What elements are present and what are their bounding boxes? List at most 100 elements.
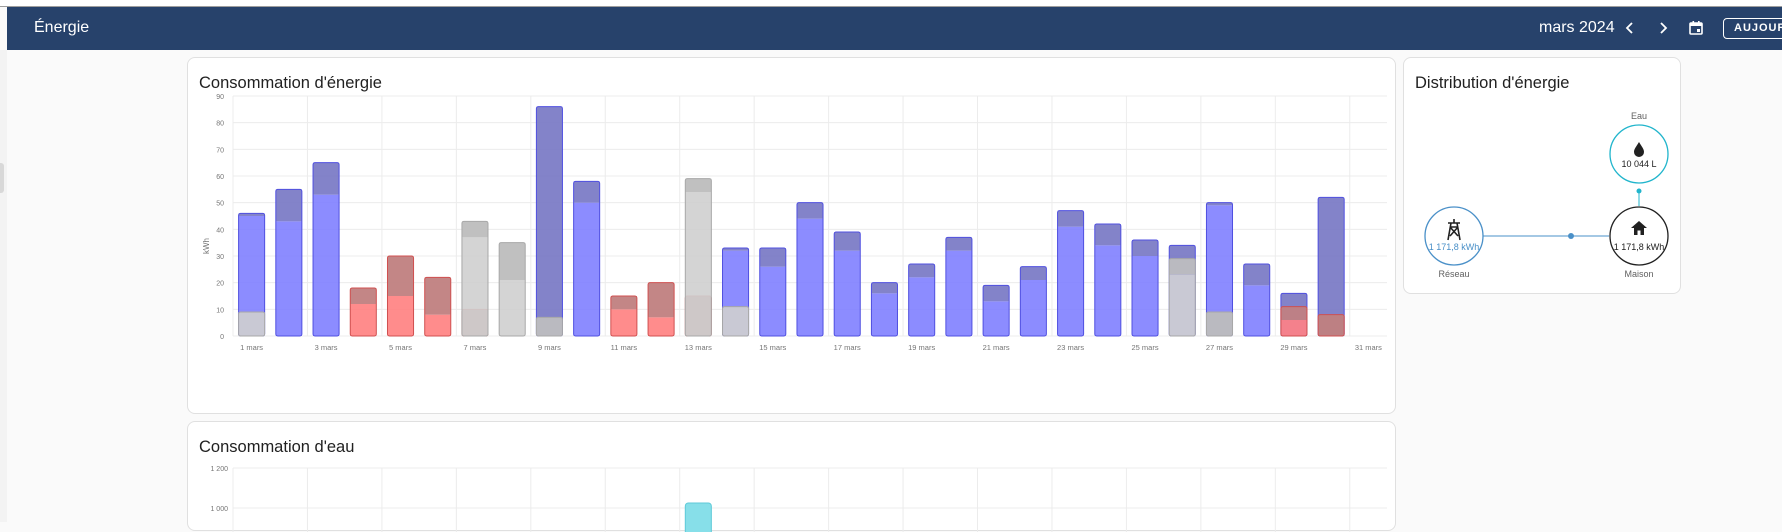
next-period-button[interactable] — [1650, 15, 1676, 41]
energy-bar[interactable] — [684, 178, 712, 337]
x-tick-label: 9 mars — [538, 343, 561, 352]
energy-bar-segment — [313, 162, 340, 195]
x-tick-label: 15 mars — [759, 343, 786, 352]
energy-bar-segment — [722, 248, 749, 251]
energy-bar-segment — [834, 250, 861, 336]
x-tick-label: 5 mars — [389, 343, 412, 352]
page-title: Énergie — [34, 19, 90, 36]
energy-distribution-card: Distribution d'énergie Eau 10 044 L 1 17… — [1403, 57, 1681, 294]
energy-bar[interactable] — [1019, 266, 1047, 337]
energy-bar-segment — [685, 178, 712, 192]
energy-bar-segment — [1206, 202, 1233, 206]
y-tick-label: 20 — [216, 281, 224, 288]
water-node-value: 10 044 L — [1621, 159, 1656, 169]
energy-bar[interactable] — [1280, 306, 1308, 337]
energy-bar[interactable] — [647, 282, 675, 337]
chevron-right-icon — [1660, 22, 1668, 34]
water-card-title: Consommation d'eau — [199, 438, 355, 456]
energy-bar-segment — [871, 293, 898, 336]
energy-bar-segment — [610, 309, 637, 336]
energy-bar-segment — [908, 277, 935, 336]
sidebar-handle[interactable] — [0, 163, 4, 193]
energy-bar-segment — [722, 306, 749, 336]
energy-bar-segment — [871, 282, 898, 294]
energy-bar[interactable] — [1057, 210, 1085, 337]
energy-bar[interactable] — [238, 311, 266, 337]
energy-bar-segment — [1132, 256, 1159, 336]
energy-bar-segment — [1206, 312, 1233, 336]
energy-bar[interactable] — [1205, 311, 1234, 337]
energy-bar-segment — [1057, 210, 1084, 227]
energy-bar[interactable] — [535, 316, 563, 337]
energy-bar-segment — [1243, 264, 1270, 286]
energy-bar-segment — [573, 202, 600, 336]
energy-bar[interactable] — [498, 242, 526, 337]
energy-bar[interactable] — [722, 306, 750, 337]
energy-bar[interactable] — [275, 188, 303, 337]
energy-bar[interactable] — [610, 295, 638, 337]
energy-bar[interactable] — [424, 276, 452, 337]
previous-period-button[interactable] — [1617, 15, 1643, 41]
energy-bar[interactable] — [1131, 239, 1159, 337]
energy-bar-segment — [983, 285, 1010, 302]
energy-bar-segment — [424, 277, 451, 315]
home-node[interactable]: 1 171,8 kWh — [1609, 206, 1669, 266]
energy-bar[interactable] — [386, 255, 415, 337]
water-drop-icon — [1634, 142, 1644, 157]
energy-bar[interactable] — [573, 180, 601, 337]
energy-bar-segment — [238, 213, 265, 216]
energy-bar-segment — [648, 317, 675, 336]
energy-bar-segment — [461, 221, 488, 238]
energy-bar-segment — [536, 106, 563, 318]
energy-bar-segment — [685, 192, 712, 336]
y-axis-label: kWh — [202, 238, 211, 254]
today-button[interactable]: AUJOURD'HUI — [1723, 18, 1782, 39]
x-tick-label: 17 mars — [834, 343, 861, 352]
energy-bar[interactable] — [1094, 223, 1122, 337]
y-tick-label: 1 200 — [210, 466, 228, 473]
y-tick-label: 10 — [216, 307, 224, 314]
x-tick-label: 27 mars — [1206, 343, 1233, 352]
date-picker-button[interactable] — [1683, 15, 1709, 41]
energy-bar[interactable] — [312, 162, 340, 337]
energy-bar[interactable] — [908, 263, 936, 337]
y-tick-label: 80 — [216, 121, 224, 128]
energy-bar-segment — [461, 237, 488, 336]
energy-bar-segment — [945, 250, 972, 336]
water-node[interactable]: 10 044 L — [1609, 124, 1669, 184]
energy-bar-segment — [759, 248, 786, 267]
energy-bar[interactable] — [461, 220, 489, 337]
energy-bar[interactable] — [759, 247, 787, 337]
energy-bar-segment — [1318, 314, 1345, 336]
energy-bar[interactable] — [1243, 263, 1271, 337]
energy-bar-segment — [275, 189, 302, 222]
energy-bar[interactable] — [1168, 258, 1196, 337]
transmission-tower-icon — [1447, 219, 1461, 241]
x-tick-label: 23 mars — [1057, 343, 1084, 352]
y-tick-label: 50 — [216, 201, 224, 208]
energy-bar[interactable] — [870, 282, 898, 337]
energy-bar-segment — [313, 194, 340, 336]
energy-bar-segment — [1318, 197, 1345, 336]
y-tick-label: 0 — [220, 334, 224, 341]
energy-bar-segment — [1132, 240, 1159, 256]
energy-bar[interactable] — [1317, 314, 1345, 337]
energy-bar-segment — [1280, 306, 1307, 320]
energy-bar[interactable] — [982, 284, 1010, 337]
energy-bar-segment — [387, 256, 414, 296]
energy-bar[interactable] — [796, 202, 824, 337]
y-tick-label: 70 — [216, 147, 224, 154]
x-tick-label: 3 mars — [315, 343, 338, 352]
window-top-border — [0, 0, 1782, 7]
energy-bar[interactable] — [349, 287, 377, 337]
energy-bar[interactable] — [833, 231, 861, 337]
energy-card-title: Consommation d'énergie — [199, 74, 382, 92]
energy-bar-segment — [1020, 280, 1047, 336]
water-bar[interactable] — [684, 502, 712, 532]
grid-node[interactable]: 1 171,8 kWh — [1424, 206, 1484, 266]
energy-bar-segment — [1020, 266, 1047, 280]
energy-bar[interactable] — [945, 236, 973, 337]
energy-bar-segment — [945, 237, 972, 251]
energy-bar-segment — [499, 242, 526, 280]
x-tick-label: 29 mars — [1280, 343, 1307, 352]
